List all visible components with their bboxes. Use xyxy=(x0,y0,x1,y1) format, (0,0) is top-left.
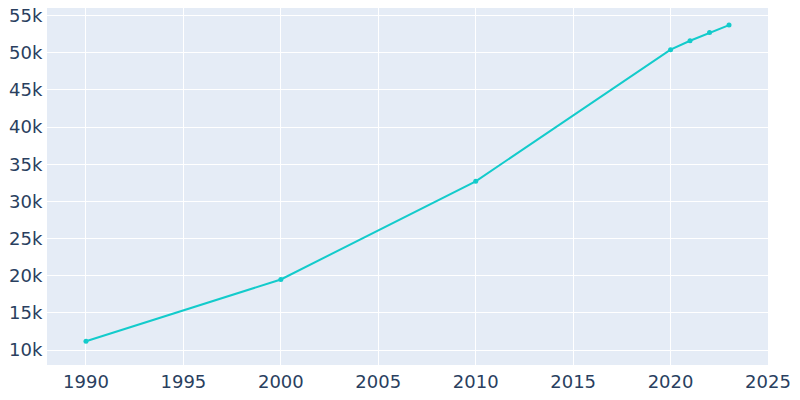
svg-text:40k: 40k xyxy=(9,116,43,137)
svg-text:50k: 50k xyxy=(9,42,43,63)
svg-text:2025: 2025 xyxy=(745,371,791,392)
svg-text:55k: 55k xyxy=(9,5,43,26)
svg-text:30k: 30k xyxy=(9,191,43,212)
svg-text:2005: 2005 xyxy=(355,371,401,392)
svg-text:45k: 45k xyxy=(9,79,43,100)
svg-text:15k: 15k xyxy=(9,302,43,323)
svg-text:2000: 2000 xyxy=(258,371,304,392)
svg-text:2020: 2020 xyxy=(648,371,694,392)
svg-text:20k: 20k xyxy=(9,265,43,286)
svg-text:2010: 2010 xyxy=(453,371,499,392)
svg-text:1995: 1995 xyxy=(161,371,207,392)
svg-text:35k: 35k xyxy=(9,153,43,174)
svg-text:25k: 25k xyxy=(9,228,43,249)
svg-text:1990: 1990 xyxy=(63,371,109,392)
svg-text:10k: 10k xyxy=(9,339,43,360)
svg-text:2015: 2015 xyxy=(550,371,596,392)
